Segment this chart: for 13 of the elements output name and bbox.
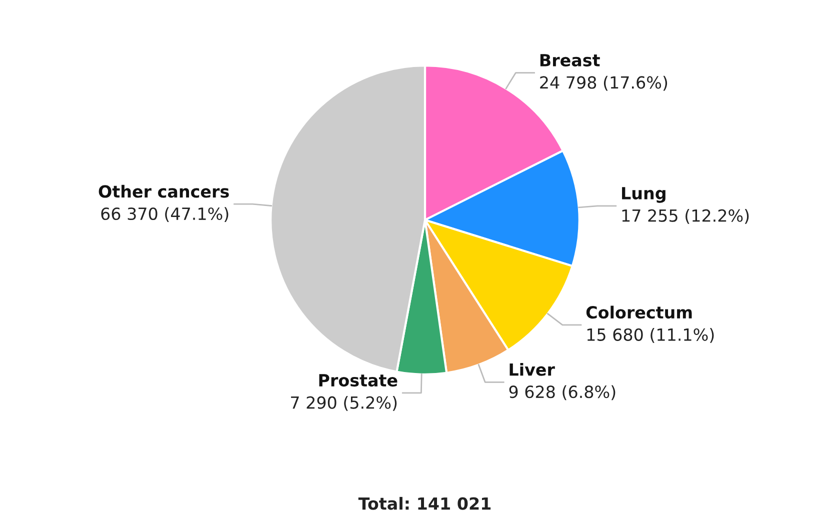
slice-label: Breast: [540, 54, 600, 66]
data-label: 7 290 (5.2%): [291, 396, 397, 411]
slice-label: Prostate: [319, 374, 398, 387]
data-label: 24 798 (17.6%): [540, 76, 668, 91]
data-label: 15 680 (11.1%): [587, 328, 714, 343]
slice-label: Lung: [622, 187, 666, 203]
data-label: 17 255 (12.2%): [622, 209, 749, 224]
data-label: 9 628 (6.8%): [509, 385, 616, 400]
data-label: 66 370 (47.1%): [101, 207, 228, 222]
slice-label: Liver: [510, 362, 555, 376]
slice-label: Other cancers: [98, 184, 229, 198]
slice-label: Colorectum: [586, 306, 692, 319]
text: Total: 141 021: [358, 496, 491, 510]
